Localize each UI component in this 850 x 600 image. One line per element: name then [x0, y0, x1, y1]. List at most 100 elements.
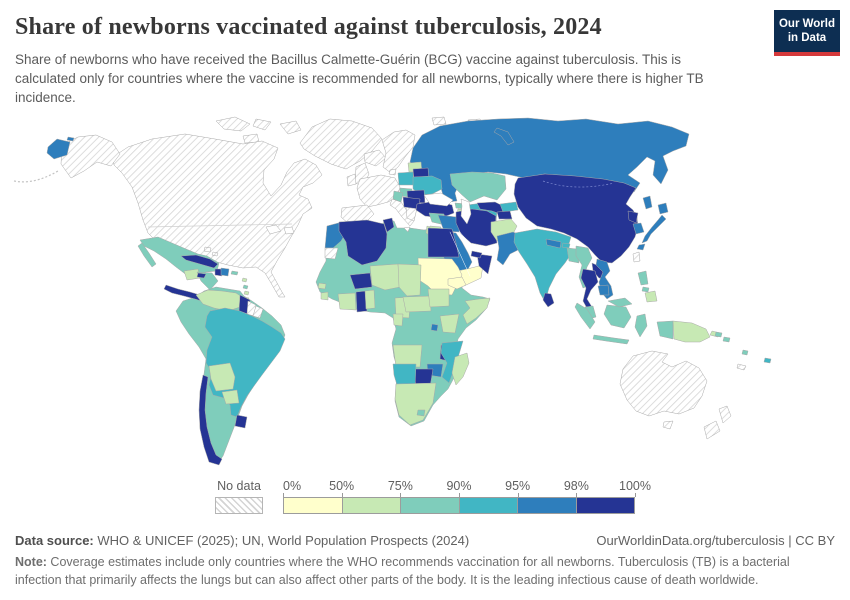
country-uruguay[interactable]: [234, 414, 248, 429]
legend-bin-2[interactable]: [400, 498, 459, 513]
country-oman[interactable]: [476, 253, 493, 275]
legend-bin-4[interactable]: [517, 498, 576, 513]
country-gabon[interactable]: [392, 313, 404, 327]
country-chile[interactable]: [198, 374, 223, 466]
country-malaysia-borneo[interactable]: [607, 297, 633, 308]
country-central-african-republic[interactable]: [402, 295, 432, 313]
country-new-zealand-north[interactable]: [718, 405, 732, 424]
country-russia[interactable]: [409, 117, 690, 203]
country-bahamas-b[interactable]: [211, 251, 219, 257]
country-alaska[interactable]: [60, 134, 121, 179]
country-sri-lanka[interactable]: [542, 292, 555, 308]
country-arctic-islands-b[interactable]: [252, 118, 272, 131]
legend-bin-3[interactable]: [458, 498, 517, 513]
country-lesser-antilles-c[interactable]: [243, 290, 250, 296]
country-south-africa[interactable]: [394, 382, 437, 426]
country-philippines-visayas[interactable]: [641, 286, 650, 293]
country-japan-honshu[interactable]: [641, 214, 667, 244]
country-japan-kyushu[interactable]: [636, 243, 646, 251]
country-egypt[interactable]: [427, 227, 460, 258]
country-angola[interactable]: [392, 344, 423, 368]
country-north-korea[interactable]: [627, 210, 639, 224]
country-italy[interactable]: [389, 198, 415, 227]
country-china[interactable]: [513, 173, 639, 264]
country-indonesia-kalimantan[interactable]: [603, 304, 632, 329]
country-new-zealand-south[interactable]: [703, 420, 721, 440]
country-puerto-rico[interactable]: [230, 270, 239, 276]
country-svalbard[interactable]: [431, 116, 447, 126]
country-indonesia-java[interactable]: [592, 334, 630, 345]
country-australia[interactable]: [619, 350, 708, 417]
country-sicily[interactable]: [403, 226, 411, 233]
footer-link[interactable]: OurWorldinData.org/tuberculosis | CC BY: [596, 533, 835, 548]
country-wrangel-island[interactable]: [66, 136, 75, 142]
country-arctic-islands-a[interactable]: [215, 116, 251, 132]
country-solomon-islands-b[interactable]: [722, 336, 731, 343]
country-somalia[interactable]: [462, 297, 491, 325]
country-algeria[interactable]: [338, 219, 388, 266]
country-thailand[interactable]: [580, 268, 599, 311]
country-lesotho[interactable]: [416, 409, 426, 417]
legend-no-data-swatch[interactable]: [215, 497, 263, 514]
country-mozambique[interactable]: [440, 340, 464, 384]
country-croatia-bosnia[interactable]: [392, 190, 404, 203]
country-indonesia-sulawesi[interactable]: [634, 313, 648, 338]
country-india[interactable]: [513, 228, 572, 303]
country-tajikistan[interactable]: [496, 210, 513, 220]
country-scandinavia[interactable]: [381, 129, 416, 174]
country-jamaica[interactable]: [196, 272, 207, 279]
country-kazakhstan[interactable]: [449, 171, 507, 203]
country-nepal[interactable]: [545, 238, 562, 249]
country-poland[interactable]: [397, 171, 415, 186]
country-haiti[interactable]: [214, 268, 223, 277]
country-ireland[interactable]: [346, 173, 357, 187]
country-vanuatu[interactable]: [741, 349, 749, 356]
country-cote-divoire[interactable]: [337, 292, 357, 311]
owid-logo[interactable]: Our World in Data: [774, 10, 840, 56]
country-togo-benin[interactable]: [364, 289, 376, 310]
country-western-sahara[interactable]: [324, 247, 339, 260]
country-chad[interactable]: [397, 263, 422, 297]
country-philippines-mindanao[interactable]: [644, 290, 658, 303]
country-western-europe[interactable]: [356, 174, 401, 208]
country-denmark[interactable]: [388, 168, 397, 176]
country-bahamas-a[interactable]: [203, 246, 212, 253]
country-french-guiana[interactable]: [252, 305, 264, 319]
country-vietnam[interactable]: [595, 258, 614, 300]
country-indonesia-sumatra[interactable]: [574, 302, 596, 330]
country-sakhalin[interactable]: [642, 195, 653, 210]
country-eritrea[interactable]: [447, 276, 467, 290]
country-kenya[interactable]: [439, 313, 460, 334]
country-taiwan[interactable]: [632, 251, 641, 263]
country-lesser-antilles-b[interactable]: [242, 284, 249, 290]
country-greenland[interactable]: [299, 118, 383, 170]
country-burkina-faso[interactable]: [349, 272, 373, 290]
country-mexico-baja[interactable]: [137, 242, 157, 268]
country-united-arab-emirates[interactable]: [470, 250, 483, 259]
legend-bin-0[interactable]: [284, 498, 342, 513]
country-ghana[interactable]: [355, 290, 368, 313]
country-philippines-luzon[interactable]: [637, 270, 649, 286]
country-mexico[interactable]: [139, 236, 220, 280]
country-south-korea[interactable]: [632, 222, 645, 235]
country-guinea-bissau[interactable]: [317, 282, 327, 290]
country-niger[interactable]: [369, 263, 401, 291]
country-lesser-antilles-a[interactable]: [241, 277, 248, 283]
country-paraguay[interactable]: [221, 389, 240, 405]
country-kyrgyzstan[interactable]: [499, 201, 519, 213]
country-arctic-islands-c[interactable]: [279, 120, 302, 135]
country-papua-new-guinea[interactable]: [672, 320, 711, 343]
country-japan-hokkaido[interactable]: [657, 202, 669, 215]
country-dominican-republic[interactable]: [220, 267, 230, 277]
legend-bin-5[interactable]: [575, 498, 634, 513]
country-cambodia[interactable]: [597, 284, 610, 296]
country-new-caledonia[interactable]: [736, 363, 747, 371]
country-south-sudan[interactable]: [427, 288, 450, 308]
legend-bin-1[interactable]: [341, 498, 400, 513]
country-sierra-leone[interactable]: [320, 291, 329, 301]
country-bolivia[interactable]: [208, 362, 236, 392]
country-novaya-zemlya[interactable]: [493, 127, 515, 146]
country-cuba[interactable]: [180, 254, 219, 269]
country-fiji[interactable]: [763, 357, 772, 364]
country-bhutan[interactable]: [561, 242, 571, 249]
